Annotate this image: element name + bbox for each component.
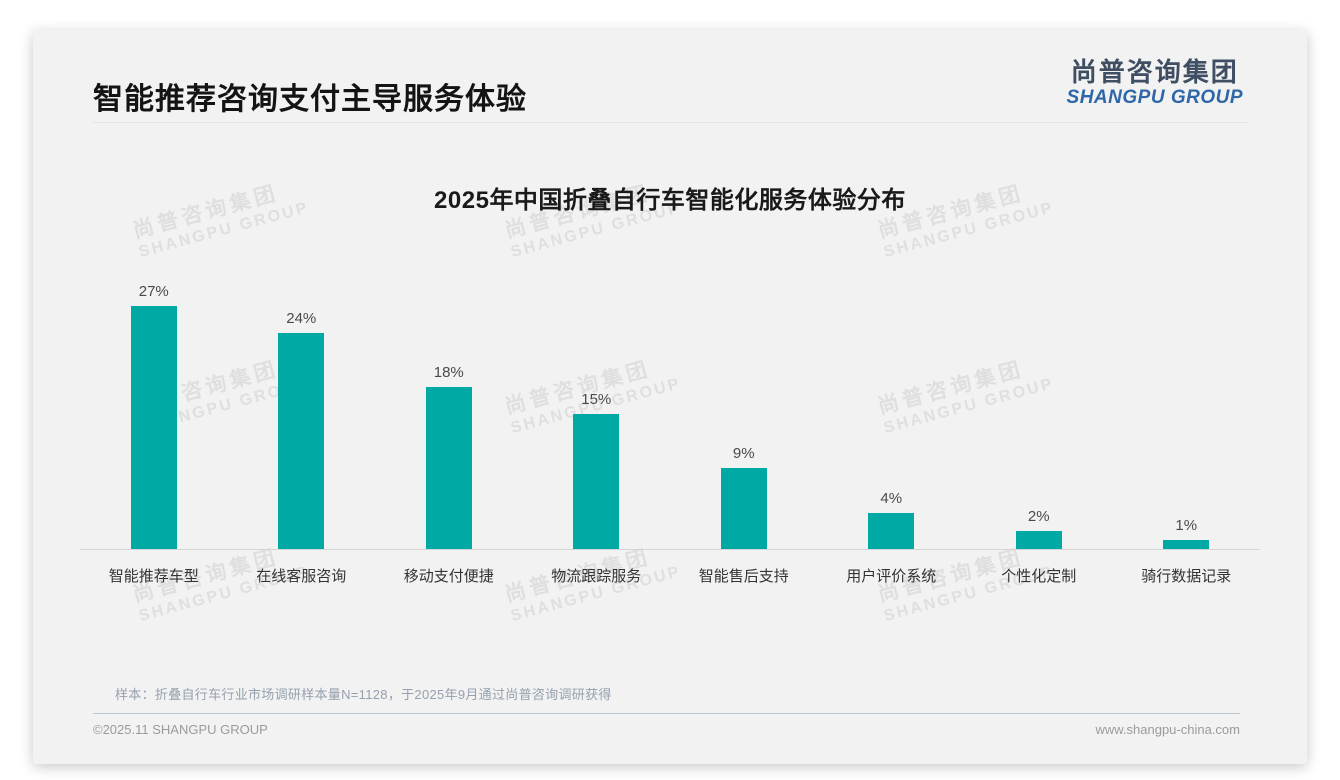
bar-group: 4% xyxy=(818,490,966,549)
bar-value-label: 24% xyxy=(286,310,317,327)
x-axis-category-label: 在线客服咨询 xyxy=(256,568,347,585)
slide-card: 尚普咨询集团 SHANGPU GROUP 尚普咨询集团 SHANGPU GROU… xyxy=(33,30,1307,764)
footer-copyright: ©2025.11 SHANGPU GROUP xyxy=(93,722,268,737)
bar xyxy=(720,468,767,549)
bar-group: 18% xyxy=(375,364,523,549)
x-axis-labels: 智能推荐车型 在线客服咨询 移动支付便捷 物流跟踪服务 智能售后支持 用户评价系… xyxy=(80,550,1260,586)
x-axis-category-label: 智能推荐车型 xyxy=(108,568,199,585)
footer-website: www.shangpu-china.com xyxy=(1095,722,1240,737)
x-axis-category-label: 骑行数据记录 xyxy=(1141,568,1232,585)
bar-group: 1% xyxy=(1113,517,1261,549)
bar-value-label: 15% xyxy=(581,391,612,408)
bar xyxy=(1015,531,1062,549)
footer-divider xyxy=(93,713,1240,714)
x-axis-category-label: 智能售后支持 xyxy=(698,568,789,585)
bar-value-label: 9% xyxy=(732,445,755,462)
bar-group: 27% xyxy=(80,283,228,549)
page-title: 智能推荐咨询支付主导服务体验 xyxy=(93,83,527,116)
company-logo: 尚普咨询集团 SHANGPU GROUP xyxy=(1067,58,1243,108)
bar xyxy=(425,387,472,549)
sample-note: 样本：折叠自行车行业市场调研样本量N=1128，于2025年9月通过尚普咨询调研… xyxy=(115,687,612,702)
bar-value-label: 18% xyxy=(433,364,464,381)
bar-group: 15% xyxy=(523,391,671,549)
x-axis-category-label: 物流跟踪服务 xyxy=(551,568,642,585)
bar-group: 9% xyxy=(670,445,818,549)
bar xyxy=(573,414,620,549)
bar-value-label: 4% xyxy=(880,490,903,507)
bar xyxy=(130,306,177,549)
bar xyxy=(278,333,325,549)
bar-chart-plot-area: 27% 24% 18% 15% 9% 4% xyxy=(80,30,1260,550)
bar-group: 24% xyxy=(228,310,376,549)
x-axis-category-label: 个性化定制 xyxy=(1001,568,1077,585)
chart-title: 2025年中国折叠自行车智能化服务体验分布 xyxy=(434,187,906,214)
x-axis-category-label: 移动支付便捷 xyxy=(403,568,494,585)
logo-cn-text: 尚普咨询集团 xyxy=(1070,57,1239,87)
bar-value-label: 27% xyxy=(138,283,169,300)
bar xyxy=(868,513,915,549)
bar-value-label: 2% xyxy=(1027,508,1050,525)
x-axis-category-label: 用户评价系统 xyxy=(846,568,937,585)
bar-group: 2% xyxy=(965,508,1113,549)
logo-en-text: SHANGPU GROUP xyxy=(1066,86,1243,108)
header-divider xyxy=(93,122,1247,123)
bar xyxy=(1163,540,1210,549)
bar-value-label: 1% xyxy=(1175,517,1198,534)
